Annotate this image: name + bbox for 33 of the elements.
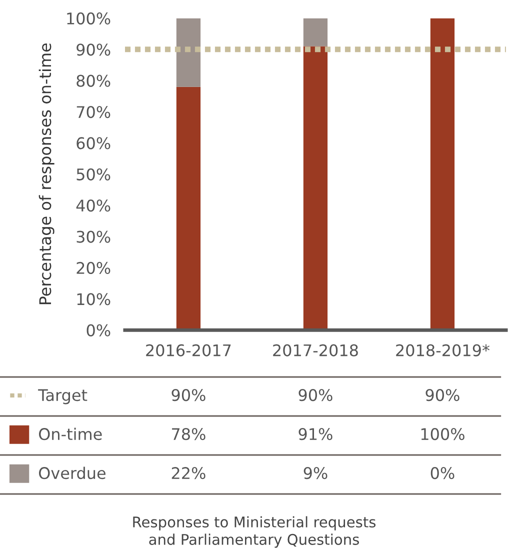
y-tick-label: 40% <box>76 200 110 212</box>
y-tick-label: 30% <box>76 230 110 243</box>
text: 90% <box>172 389 206 402</box>
text: 90% <box>426 389 460 402</box>
bar <box>176 18 201 87</box>
y-tick-label: 100% <box>67 12 110 25</box>
bar <box>430 18 455 330</box>
legend-label: On-time <box>38 428 102 440</box>
y-tick-label: 0% <box>86 324 110 336</box>
y-tick-label: 70% <box>76 106 110 118</box>
data-label: 100% <box>421 428 464 440</box>
y-tick-label: 50% <box>76 168 110 180</box>
y-tick-label: 10% <box>77 293 110 306</box>
legend-label: Target <box>38 389 88 404</box>
legend-label: Overdue <box>38 466 106 480</box>
x-tick-label: 2018-2019* <box>396 344 490 356</box>
data-label: 78% <box>172 428 206 440</box>
y-tick-label: 60% <box>76 137 110 150</box>
bar <box>303 18 328 46</box>
data-label: 22% <box>172 467 206 480</box>
data-label: 0% <box>430 467 454 480</box>
y-tick-label: 20% <box>76 262 110 274</box>
y-tick-label: 90% <box>76 44 110 56</box>
bar <box>176 86 201 330</box>
y-tick-label: 80% <box>76 74 110 87</box>
bar <box>303 46 328 330</box>
y-axis-title: Percentage of responses on-time <box>38 43 54 304</box>
x-tick-label: 2016-2017 <box>146 344 231 356</box>
text: 90% <box>298 389 332 402</box>
data-label: 9% <box>304 467 328 480</box>
text: Responses to Ministerial requests and Parliamentary Questions <box>133 516 376 548</box>
data-label: 91% <box>298 428 332 440</box>
x-tick-label: 2017-2018 <box>273 344 358 356</box>
